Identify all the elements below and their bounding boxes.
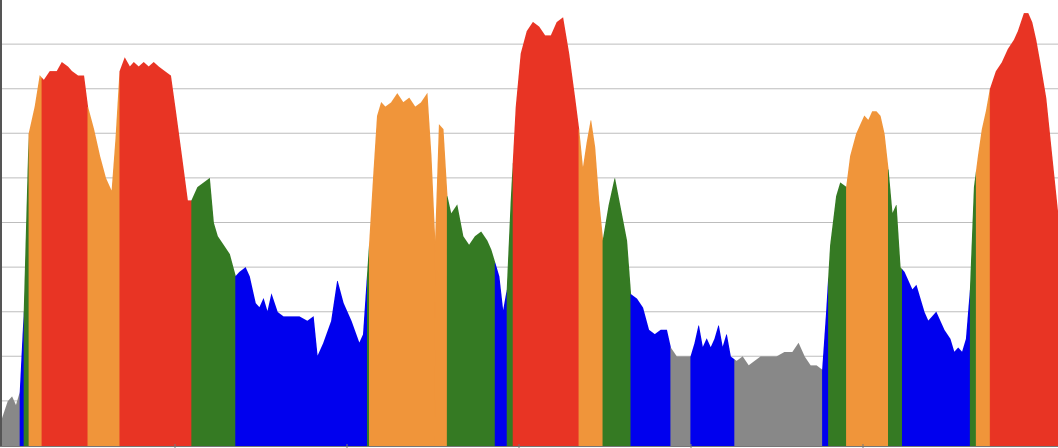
area-band-orange-3 (28, 75, 43, 447)
area-band-orange-24 (846, 111, 889, 447)
area-band-green-7 (191, 177, 236, 447)
area-band-blue-8 (235, 267, 368, 447)
area-band-orange-10 (368, 92, 436, 447)
area-band-green-25 (888, 169, 903, 447)
area-band-orange-5 (87, 71, 121, 447)
area-band-blue-20 (690, 325, 735, 447)
area-band-gray-21 (734, 342, 823, 447)
area-band-blue-18 (630, 293, 672, 447)
area-band-green-12 (446, 196, 496, 447)
colored-area-bands (1, 13, 1058, 447)
area-band-red-15 (512, 17, 580, 447)
area-band-blue-22 (822, 278, 829, 447)
area-band-orange-16 (578, 120, 604, 447)
area-band-blue-26 (901, 268, 971, 447)
area-band-green-14 (506, 163, 514, 447)
area-band-red-4 (41, 61, 89, 447)
area-band-red-29 (989, 13, 1058, 447)
area-band-orange-28 (975, 89, 991, 447)
area-band-blue-1 (19, 312, 25, 447)
area-band-green-17 (602, 178, 632, 447)
area-band-green-2 (23, 133, 30, 447)
area-band-red-6 (119, 57, 192, 447)
area-band-green-27 (969, 171, 977, 447)
area-band-blue-13 (494, 263, 508, 447)
area-band-gray-19 (670, 346, 692, 447)
area-band-orange-11 (434, 124, 448, 447)
